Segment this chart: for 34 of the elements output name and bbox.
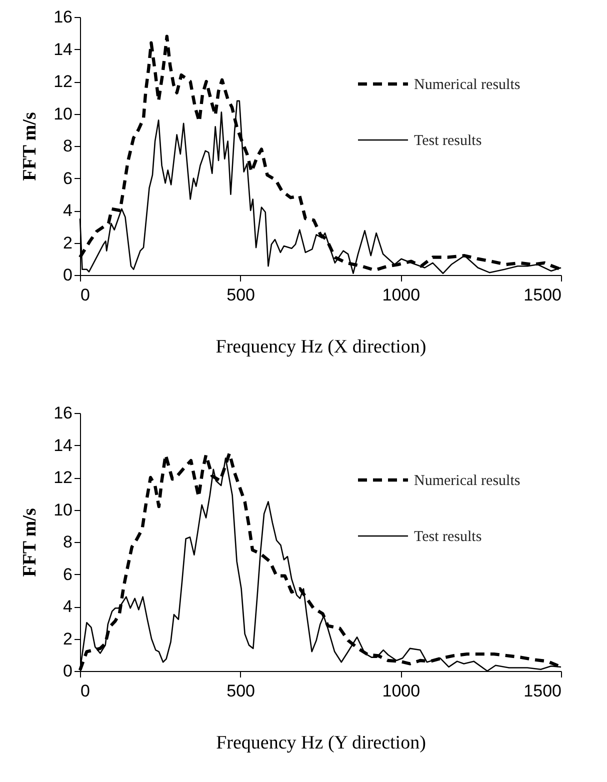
x-axis-title: Frequency Hz (X direction) (216, 336, 426, 358)
y-tick-label: 0 (63, 662, 72, 680)
x-tick-label: 1000 (382, 286, 420, 304)
y-tick-label: 16 (54, 404, 72, 422)
x-tick-label: 0 (80, 682, 90, 700)
legend-label: Test results (414, 133, 482, 149)
y-tick-label: 2 (63, 629, 72, 648)
legend-label: Numerical results (414, 473, 520, 489)
y-tick-label: 12 (54, 72, 72, 91)
y-tick-label: 14 (54, 436, 72, 455)
y-tick-label: 8 (63, 136, 72, 156)
legend-label: Numerical results (414, 77, 520, 93)
y-tick-label: 10 (54, 104, 72, 124)
x-axis-title: Frequency Hz (Y direction) (216, 732, 426, 754)
y-tick-label: 0 (63, 266, 72, 284)
y-tick-label: 2 (63, 233, 72, 252)
x-tick-label: 1500 (524, 286, 562, 304)
x-tick-label: 500 (226, 682, 256, 700)
y-axis-title: FFT m/s (20, 508, 41, 577)
x-tick-label: 1000 (382, 682, 420, 700)
y-axis-title: FFT m/s (20, 112, 41, 181)
y-tick-label: 6 (63, 564, 72, 584)
x-tick-label: 500 (226, 286, 256, 304)
y-tick-label: 8 (63, 532, 72, 552)
y-tick-label: 12 (54, 468, 72, 487)
y-tick-label: 4 (63, 201, 72, 220)
x-tick-label: 1500 (524, 682, 562, 700)
y-tick-label: 16 (54, 8, 72, 26)
y-tick-label: 4 (63, 597, 72, 616)
y-tick-label: 10 (54, 500, 72, 520)
legend-label: Test results (414, 529, 482, 545)
y-tick-label: 14 (54, 40, 72, 59)
x-tick-label: 0 (80, 286, 90, 304)
y-tick-label: 6 (63, 168, 72, 188)
